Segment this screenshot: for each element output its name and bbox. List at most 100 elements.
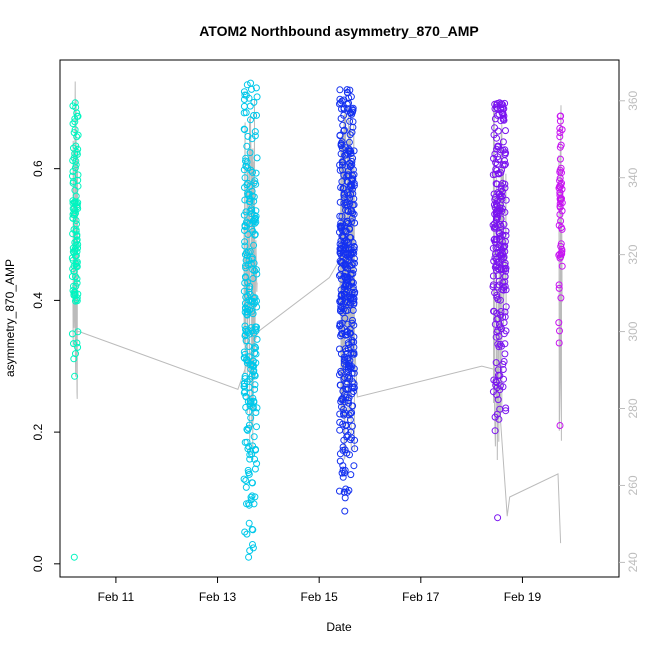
- data-point: [251, 219, 259, 227]
- data-point: [493, 235, 501, 243]
- data-point: [247, 493, 255, 501]
- data-point: [345, 167, 353, 175]
- data-point: [498, 195, 506, 203]
- data-point: [250, 98, 258, 106]
- data-point: [500, 358, 508, 365]
- data-point: [502, 303, 510, 311]
- data-point: [69, 205, 77, 213]
- data-point: [71, 200, 79, 207]
- data-point: [341, 374, 349, 382]
- data-point: [251, 343, 259, 351]
- data-point: [340, 410, 347, 418]
- data-point: [499, 366, 507, 373]
- data-point: [336, 371, 343, 379]
- data-point: [73, 275, 81, 283]
- data-point: [491, 235, 499, 243]
- data-point: [347, 249, 355, 257]
- data-point: [69, 244, 77, 252]
- data-point: [243, 181, 251, 189]
- data-point: [337, 142, 345, 150]
- data-point: [242, 154, 250, 162]
- data-point: [248, 205, 255, 213]
- data-point: [345, 138, 353, 146]
- data-point: [70, 282, 77, 290]
- data-point: [350, 201, 358, 209]
- data-point: [351, 445, 359, 453]
- data-point: [336, 86, 344, 94]
- data-point: [500, 220, 508, 228]
- data-point: [502, 264, 510, 272]
- data-point: [241, 382, 249, 390]
- data-point: [247, 166, 255, 174]
- data-point: [341, 201, 349, 209]
- data-point: [556, 129, 564, 137]
- data-point: [556, 155, 564, 163]
- data-point: [493, 160, 501, 168]
- data-point: [341, 356, 349, 364]
- data-point: [349, 104, 357, 112]
- data-point: [555, 281, 563, 289]
- data-point: [344, 105, 352, 113]
- data-point: [341, 286, 349, 294]
- data-point: [241, 196, 249, 204]
- data-point: [73, 133, 81, 141]
- data-point: [495, 229, 503, 237]
- data-point: [499, 231, 507, 239]
- data-point: [242, 157, 249, 165]
- data-point: [244, 445, 252, 453]
- data-point: [247, 116, 254, 124]
- data-point: [556, 117, 564, 125]
- data-point: [240, 475, 248, 483]
- data-point: [338, 212, 346, 220]
- data-point: [252, 180, 260, 188]
- data-point: [493, 134, 500, 142]
- data-point: [557, 112, 565, 120]
- data-point: [501, 308, 509, 316]
- data-point: [73, 231, 81, 239]
- data-point: [489, 272, 497, 280]
- data-point: [70, 291, 78, 299]
- data-point: [495, 190, 503, 198]
- data-point: [339, 161, 346, 169]
- data-point: [342, 422, 350, 430]
- data-point: [494, 156, 502, 164]
- data-point: [502, 232, 510, 239]
- data-point: [72, 142, 80, 150]
- data-point: [336, 320, 344, 328]
- data-point: [500, 286, 507, 294]
- data-point: [492, 223, 499, 231]
- data-point: [346, 163, 354, 171]
- data-point: [248, 492, 256, 500]
- data-point: [493, 283, 501, 291]
- data-point: [245, 383, 253, 391]
- data-point: [350, 462, 358, 470]
- data-point: [496, 382, 504, 390]
- data-point: [489, 283, 497, 291]
- data-point: [348, 218, 356, 226]
- data-point: [497, 311, 504, 319]
- data-point: [69, 157, 77, 164]
- data-point: [502, 196, 510, 204]
- data-point: [246, 220, 254, 228]
- data-point: [499, 138, 507, 146]
- y2-tick-label: 260: [626, 475, 640, 495]
- data-point: [242, 326, 249, 333]
- data-point: [241, 375, 249, 383]
- data-point: [343, 276, 351, 284]
- data-point: [558, 246, 566, 253]
- data-point: [248, 135, 256, 143]
- data-point: [71, 207, 79, 214]
- data-point: [346, 117, 354, 125]
- data-point: [69, 214, 77, 222]
- data-point: [349, 239, 357, 246]
- data-point: [556, 124, 564, 132]
- plot-frame: [59, 59, 620, 578]
- data-point: [343, 86, 351, 94]
- data-point: [73, 237, 81, 245]
- x-axis: Feb 11 Feb 13 Feb 15 Feb 17 Feb 19: [98, 577, 541, 604]
- data-point: [242, 403, 250, 411]
- data-point: [339, 394, 346, 402]
- data-point: [501, 350, 509, 358]
- data-point: [240, 96, 248, 103]
